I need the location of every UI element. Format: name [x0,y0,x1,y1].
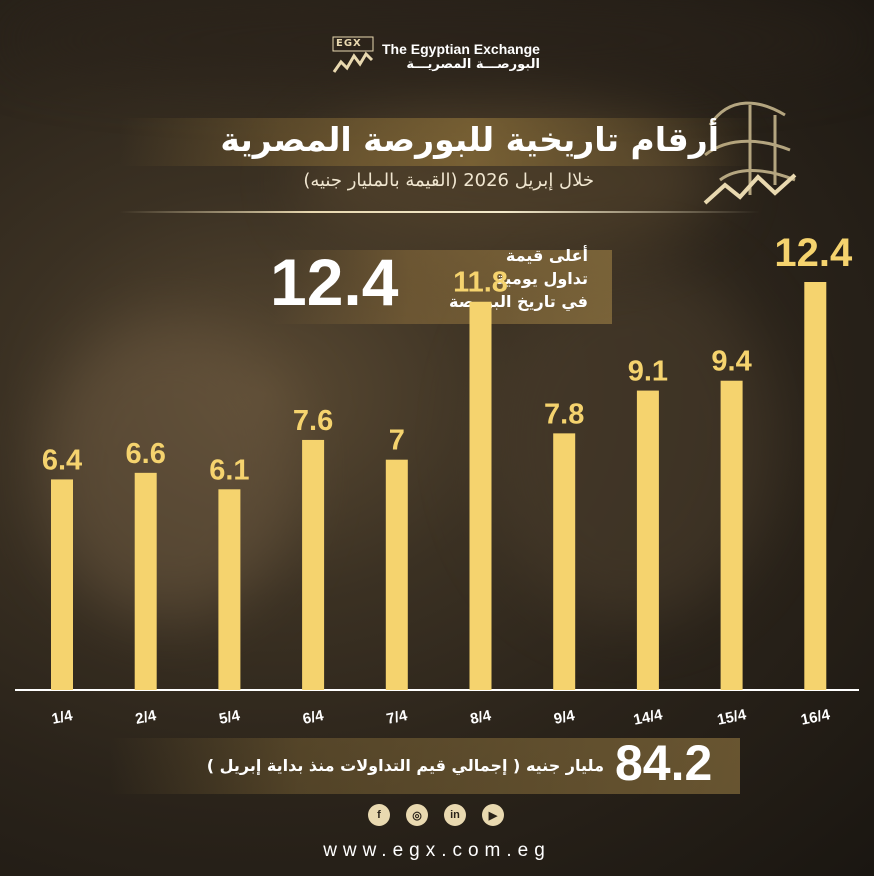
page-title: أرقام تاريخية للبورصة المصرية [220,120,719,159]
bar-9/4 [553,433,576,690]
linkedin-icon[interactable]: in [444,804,466,826]
youtube-icon[interactable]: ▶ [482,804,504,826]
data-label-9/4: 7.8 [544,398,584,430]
bar-2/4 [134,472,157,690]
data-label-14/4: 9.1 [628,356,668,388]
egx-logo: EGX The Egyptian Exchange البورصـــة الم… [332,36,540,76]
egx-logo-icon: EGX [332,36,374,76]
background-blur [0,0,874,80]
tick-label-6/4: 6/4 [301,707,326,728]
tick-label-14/4: 14/4 [632,706,665,729]
title-divider [120,211,760,213]
tick-label-15/4: 15/4 [716,706,749,729]
bar-1/4 [51,479,73,690]
data-label-6/4: 7.6 [293,405,333,437]
bar-5/4 [218,489,241,690]
tick-label-2/4: 2/4 [134,707,159,728]
total-label: مليار جنيه ( إجمالي قيم التداولات منذ بد… [206,756,604,775]
bar-14/4 [636,390,659,690]
tick-label-1/4: 1/4 [50,707,75,728]
highlight-label-line: تداول يومية [495,269,588,288]
data-label-2/4: 6.6 [126,438,166,470]
background-blur [40,320,300,620]
instagram-icon[interactable]: ◎ [406,804,428,826]
logo-mark-text: EGX [336,38,362,49]
bar-8/4 [469,301,492,690]
page-subtitle: خلال إبريل 2026 (القيمة بالمليار جنيه) [303,170,594,191]
facebook-icon[interactable]: f [368,804,390,826]
total-value: 84.2 [615,735,713,791]
bar-7/4 [385,459,408,690]
data-label-15/4: 9.4 [711,346,751,378]
data-label-7/4: 7 [389,425,405,457]
tick-label-5/4: 5/4 [218,707,243,728]
highlight-band [272,250,612,324]
tick-label-8/4: 8/4 [469,707,494,728]
title-band [120,118,760,166]
highlight-value: 12.4 [270,245,399,319]
data-label-5/4: 6.1 [209,454,249,486]
data-label-1/4: 6.4 [42,444,82,476]
tick-label-9/4: 9/4 [552,707,577,728]
bar-16/4 [804,282,827,690]
social-links: f ◎ in ▶ [368,804,504,826]
logo-name-en: The Egyptian Exchange [382,40,540,57]
highlight-label-line: أعلى قيمة [505,246,588,265]
bar-6/4 [302,439,325,690]
data-label-16/4: 12.4 [774,231,853,275]
tick-label-16/4: 16/4 [799,706,832,729]
logo-name-ar: البورصـــة المصريـــة [406,56,540,72]
tick-label-7/4: 7/4 [385,707,410,728]
total-band [110,738,740,794]
data-label-8/4: 11.8 [453,267,508,299]
bar-15/4 [720,380,743,690]
website-link[interactable]: www.egx.com.eg [323,840,551,861]
